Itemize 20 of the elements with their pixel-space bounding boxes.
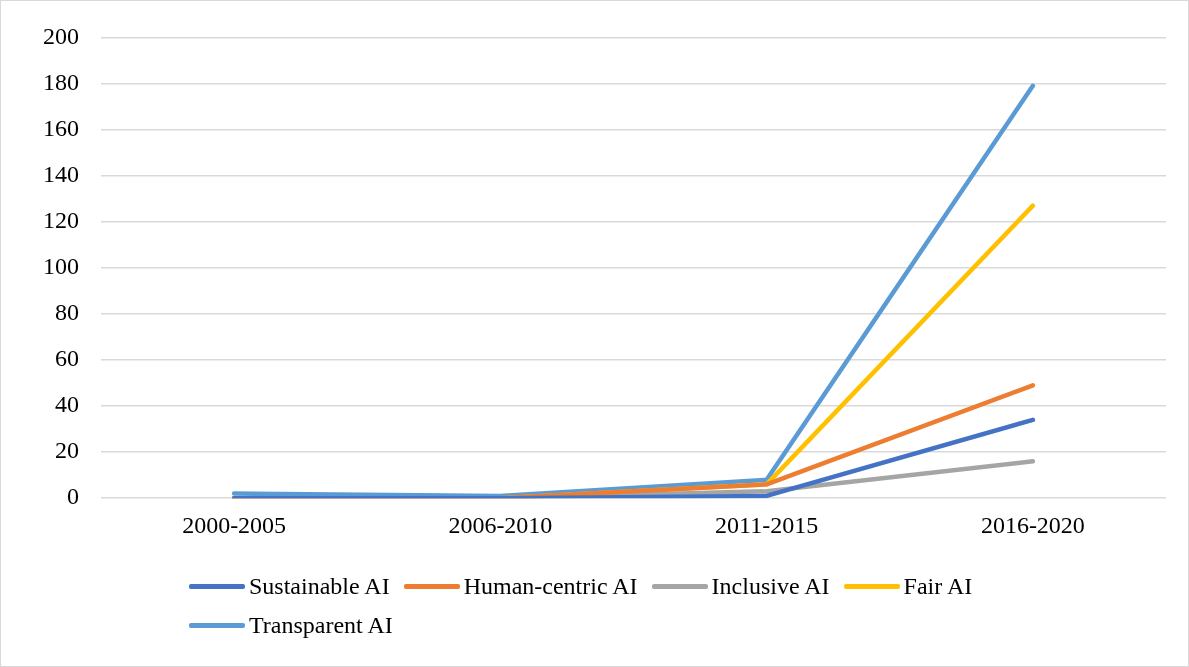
legend-label: Inclusive AI bbox=[711, 573, 830, 600]
y-tick-label: 140 bbox=[43, 160, 79, 187]
y-tick-label: 100 bbox=[43, 253, 79, 280]
legend-label: Transparent AI bbox=[249, 612, 393, 639]
y-tick-label: 180 bbox=[43, 68, 79, 95]
y-tick-label: 0 bbox=[67, 483, 79, 510]
legend-label: Fair AI bbox=[903, 573, 973, 600]
x-tick-label: 2016-2020 bbox=[980, 511, 1085, 538]
legend-label: Sustainable AI bbox=[249, 573, 390, 600]
y-tick-label: 40 bbox=[55, 391, 79, 418]
legend-label: Human-centric AI bbox=[463, 573, 638, 600]
x-tick-label: 2011-2015 bbox=[715, 511, 819, 538]
x-tick-label: 2000-2005 bbox=[182, 511, 287, 538]
y-tick-label: 120 bbox=[43, 207, 79, 234]
y-tick-label: 200 bbox=[43, 22, 79, 49]
y-tick-label: 160 bbox=[43, 114, 79, 141]
y-tick-label: 60 bbox=[55, 345, 79, 372]
x-tick-label: 2006-2010 bbox=[448, 511, 553, 538]
y-tick-label: 20 bbox=[55, 437, 79, 464]
y-tick-label: 80 bbox=[55, 299, 79, 326]
